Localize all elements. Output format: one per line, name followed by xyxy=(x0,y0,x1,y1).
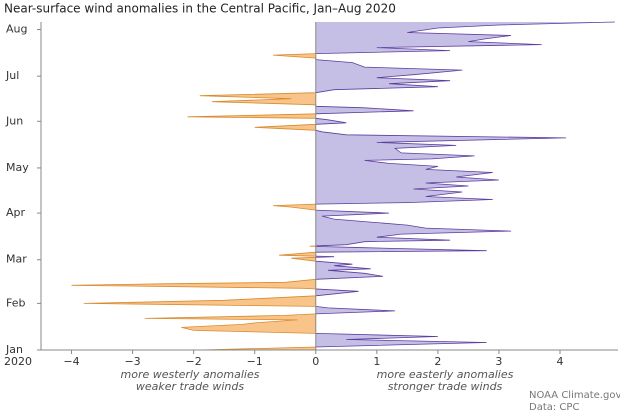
positive-line xyxy=(315,21,615,348)
year-label: 2020 xyxy=(4,355,32,368)
credit: NOAA Climate.gov xyxy=(529,390,620,401)
x-tick-label: 1 xyxy=(373,355,380,368)
credit: Data: CPC xyxy=(529,402,579,413)
annotation: more easterly anomalies xyxy=(377,368,514,381)
annotation: stronger trade winds xyxy=(388,380,503,393)
chart-title: Near-surface wind anomalies in the Centr… xyxy=(4,2,396,16)
x-tick-label: −2 xyxy=(186,355,202,368)
y-tick-label: Jul xyxy=(5,69,19,82)
annotation: more westerly anomalies xyxy=(121,368,260,381)
y-tick-label: Aug xyxy=(6,23,27,36)
x-tick-label: −3 xyxy=(124,355,140,368)
y-tick-label: Jun xyxy=(5,114,23,127)
negative-line xyxy=(71,53,316,351)
y-tick-label: Jan xyxy=(5,343,23,356)
x-tick-label: 4 xyxy=(556,355,563,368)
x-tick-label: −4 xyxy=(63,355,79,368)
x-tick-label: 3 xyxy=(495,355,502,368)
x-tick-label: −1 xyxy=(247,355,263,368)
annotation: weaker trade winds xyxy=(136,380,244,393)
positive-area xyxy=(315,22,615,350)
y-tick-label: Feb xyxy=(6,296,25,309)
y-tick-label: Apr xyxy=(6,206,26,219)
x-tick-label: 2 xyxy=(434,355,441,368)
y-tick-label: Mar xyxy=(6,253,27,266)
y-tick-label: May xyxy=(6,161,29,174)
x-tick-label: 0 xyxy=(312,355,319,368)
